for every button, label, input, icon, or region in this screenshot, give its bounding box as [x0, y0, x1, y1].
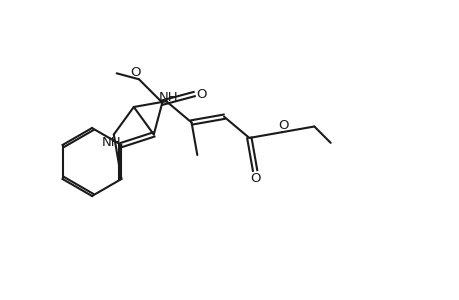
Text: O: O: [196, 88, 206, 100]
Text: O: O: [278, 119, 288, 132]
Text: O: O: [130, 66, 141, 79]
Text: NH: NH: [158, 91, 178, 104]
Text: O: O: [249, 172, 260, 185]
Text: NH: NH: [102, 136, 121, 149]
